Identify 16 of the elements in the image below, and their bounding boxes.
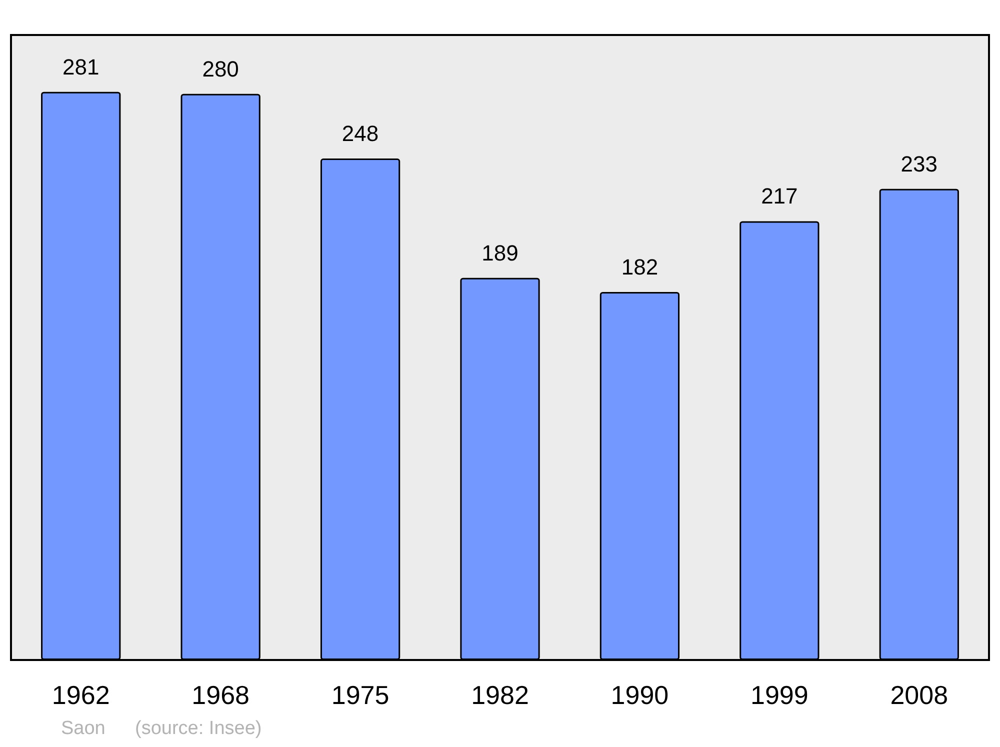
text: (source: Insee): [135, 718, 262, 739]
data-label: 217: [761, 184, 798, 209]
x-tick-label: 2008: [890, 680, 948, 710]
x-tick-label: 1982: [471, 680, 529, 710]
x-tick-label: 1999: [750, 680, 808, 710]
data-label: 280: [202, 56, 239, 82]
data-label: 233: [900, 151, 938, 176]
x-tick-label: 1962: [52, 680, 110, 710]
data-label: 189: [482, 240, 518, 266]
text: Saon: [61, 718, 106, 739]
x-tick-label: 1990: [610, 680, 669, 710]
x-tick-label: 1968: [192, 680, 250, 710]
data-label: 182: [621, 254, 658, 280]
data-label: 281: [62, 54, 100, 80]
x-tick-label: 1975: [331, 680, 390, 710]
data-label: 248: [342, 121, 379, 146]
